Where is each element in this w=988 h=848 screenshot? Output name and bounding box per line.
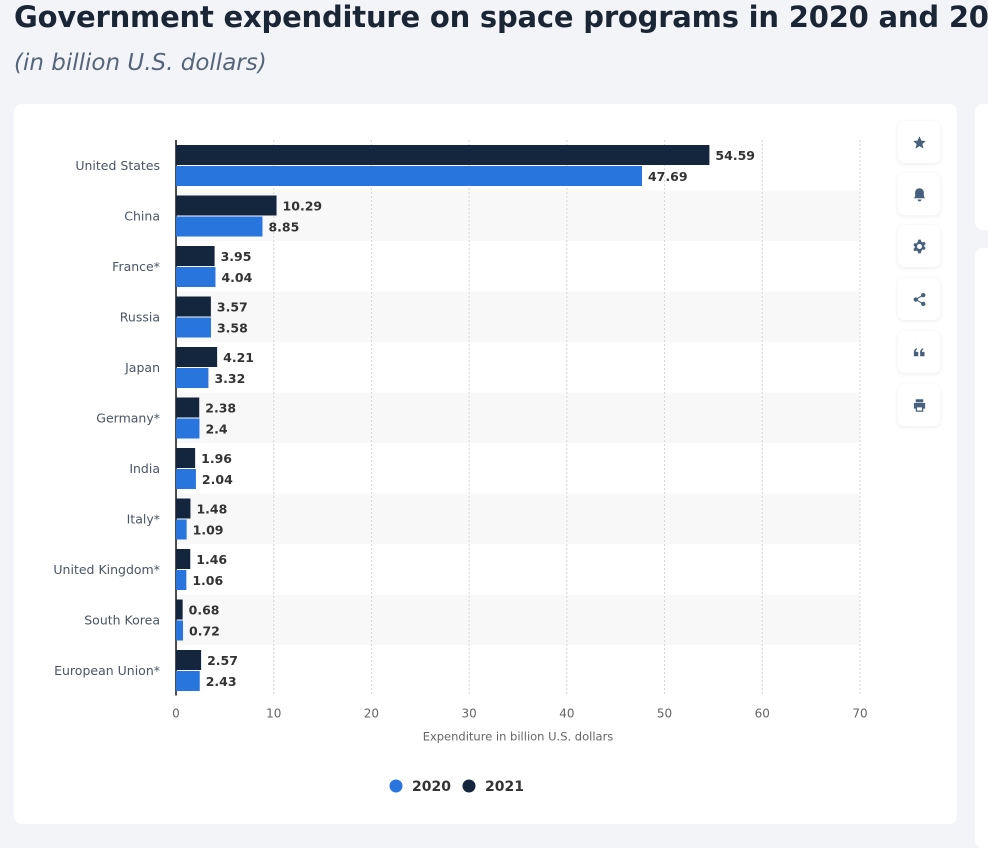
category-label: Russia	[120, 310, 160, 325]
category-label: Germany*	[96, 411, 160, 426]
bar-chart: 0 10 20 30 40 50 60 70 United States 54.59 47.69 Ch…	[53, 140, 868, 793]
category-label: France*	[112, 259, 160, 274]
bar-2021	[176, 549, 191, 569]
bar-2021	[176, 397, 200, 418]
data-label: 3.95	[221, 249, 252, 264]
settings-button[interactable]	[898, 225, 940, 267]
data-label: 0.72	[189, 624, 220, 639]
bar-2020	[176, 620, 184, 641]
data-label: 2.38	[205, 401, 236, 416]
bar-2021	[176, 498, 191, 519]
data-label: 10.29	[283, 199, 323, 214]
category-label: India	[129, 461, 160, 476]
bar-2020	[176, 216, 263, 237]
print-icon	[913, 398, 925, 412]
bar-2020	[176, 469, 196, 489]
bar-2021	[176, 145, 710, 165]
x-tick-label: 40	[559, 707, 574, 721]
data-label: 47.69	[648, 169, 688, 184]
data-label: 1.48	[196, 502, 227, 517]
data-label: 8.85	[268, 220, 299, 235]
bar-2020	[176, 671, 200, 691]
side-panel	[975, 104, 988, 230]
category-label: South Korea	[84, 613, 160, 628]
x-tick-label: 50	[657, 707, 672, 721]
row-band	[176, 594, 860, 645]
bar-2020	[176, 570, 187, 590]
data-label: 3.57	[217, 300, 248, 315]
row-band	[176, 190, 860, 241]
data-label: 1.06	[192, 573, 223, 588]
print-button[interactable]	[898, 384, 940, 426]
category-label: Italy*	[127, 512, 160, 527]
x-axis-title: Expenditure in billion U.S. dollars	[423, 730, 614, 744]
bar-2021	[176, 650, 202, 670]
data-label: 54.59	[715, 148, 755, 163]
data-label: 4.04	[221, 270, 252, 285]
category-label: United States	[75, 158, 160, 173]
data-label: 2.4	[205, 422, 227, 437]
data-label: 3.58	[217, 321, 248, 336]
bar-2021	[176, 448, 196, 468]
chart-title: Government expenditure on space programs…	[14, 0, 988, 34]
x-tick-label: 20	[364, 707, 379, 721]
bar-2021	[176, 246, 215, 266]
data-label: 3.32	[214, 371, 245, 386]
row-band	[176, 392, 860, 443]
bar-2020	[176, 166, 642, 186]
bar-2020	[176, 418, 200, 439]
chart-subtitle: (in billion U.S. dollars)	[14, 50, 267, 76]
gear-icon	[912, 239, 926, 253]
share-icon	[913, 292, 925, 306]
data-label: 0.68	[189, 603, 220, 618]
favorite-button[interactable]	[898, 121, 940, 163]
legend-marker-2021	[462, 779, 476, 793]
x-tick-label: 0	[172, 707, 180, 721]
row-band	[176, 493, 860, 544]
category-label: United Kingdom*	[53, 562, 160, 577]
data-label: 1.96	[201, 451, 232, 466]
side-panel	[975, 248, 988, 848]
notification-button[interactable]	[898, 173, 940, 215]
legend-marker-2020	[389, 779, 403, 793]
bar-2020	[176, 368, 209, 388]
x-tick-label: 60	[755, 707, 770, 721]
legend-label: 2020	[412, 779, 451, 793]
bar-2020	[176, 267, 216, 287]
cite-button[interactable]	[898, 331, 940, 373]
star-icon	[912, 135, 926, 148]
category-label: Japan	[124, 360, 160, 375]
quote-icon	[913, 347, 924, 356]
bar-2020	[176, 317, 211, 338]
data-label: 4.21	[223, 350, 254, 365]
legend-label: 2021	[485, 779, 524, 793]
bar-2021	[176, 599, 183, 620]
x-tick-label: 10	[266, 707, 281, 721]
bar-2020	[176, 519, 187, 540]
data-label: 2.43	[206, 674, 237, 689]
bar-2021	[176, 347, 218, 367]
data-label: 1.09	[193, 523, 224, 538]
data-label: 2.04	[202, 472, 233, 487]
category-label: China	[124, 209, 160, 224]
row-band	[176, 291, 860, 342]
x-tick-label: 30	[462, 707, 477, 721]
share-button[interactable]	[898, 278, 940, 320]
bar-2021	[176, 195, 277, 216]
category-label: European Union*	[54, 663, 160, 678]
data-label: 1.46	[196, 552, 227, 567]
data-label: 2.57	[207, 653, 238, 668]
bar-2021	[176, 296, 211, 317]
bell-icon	[913, 187, 925, 201]
x-tick-label: 70	[852, 707, 867, 721]
